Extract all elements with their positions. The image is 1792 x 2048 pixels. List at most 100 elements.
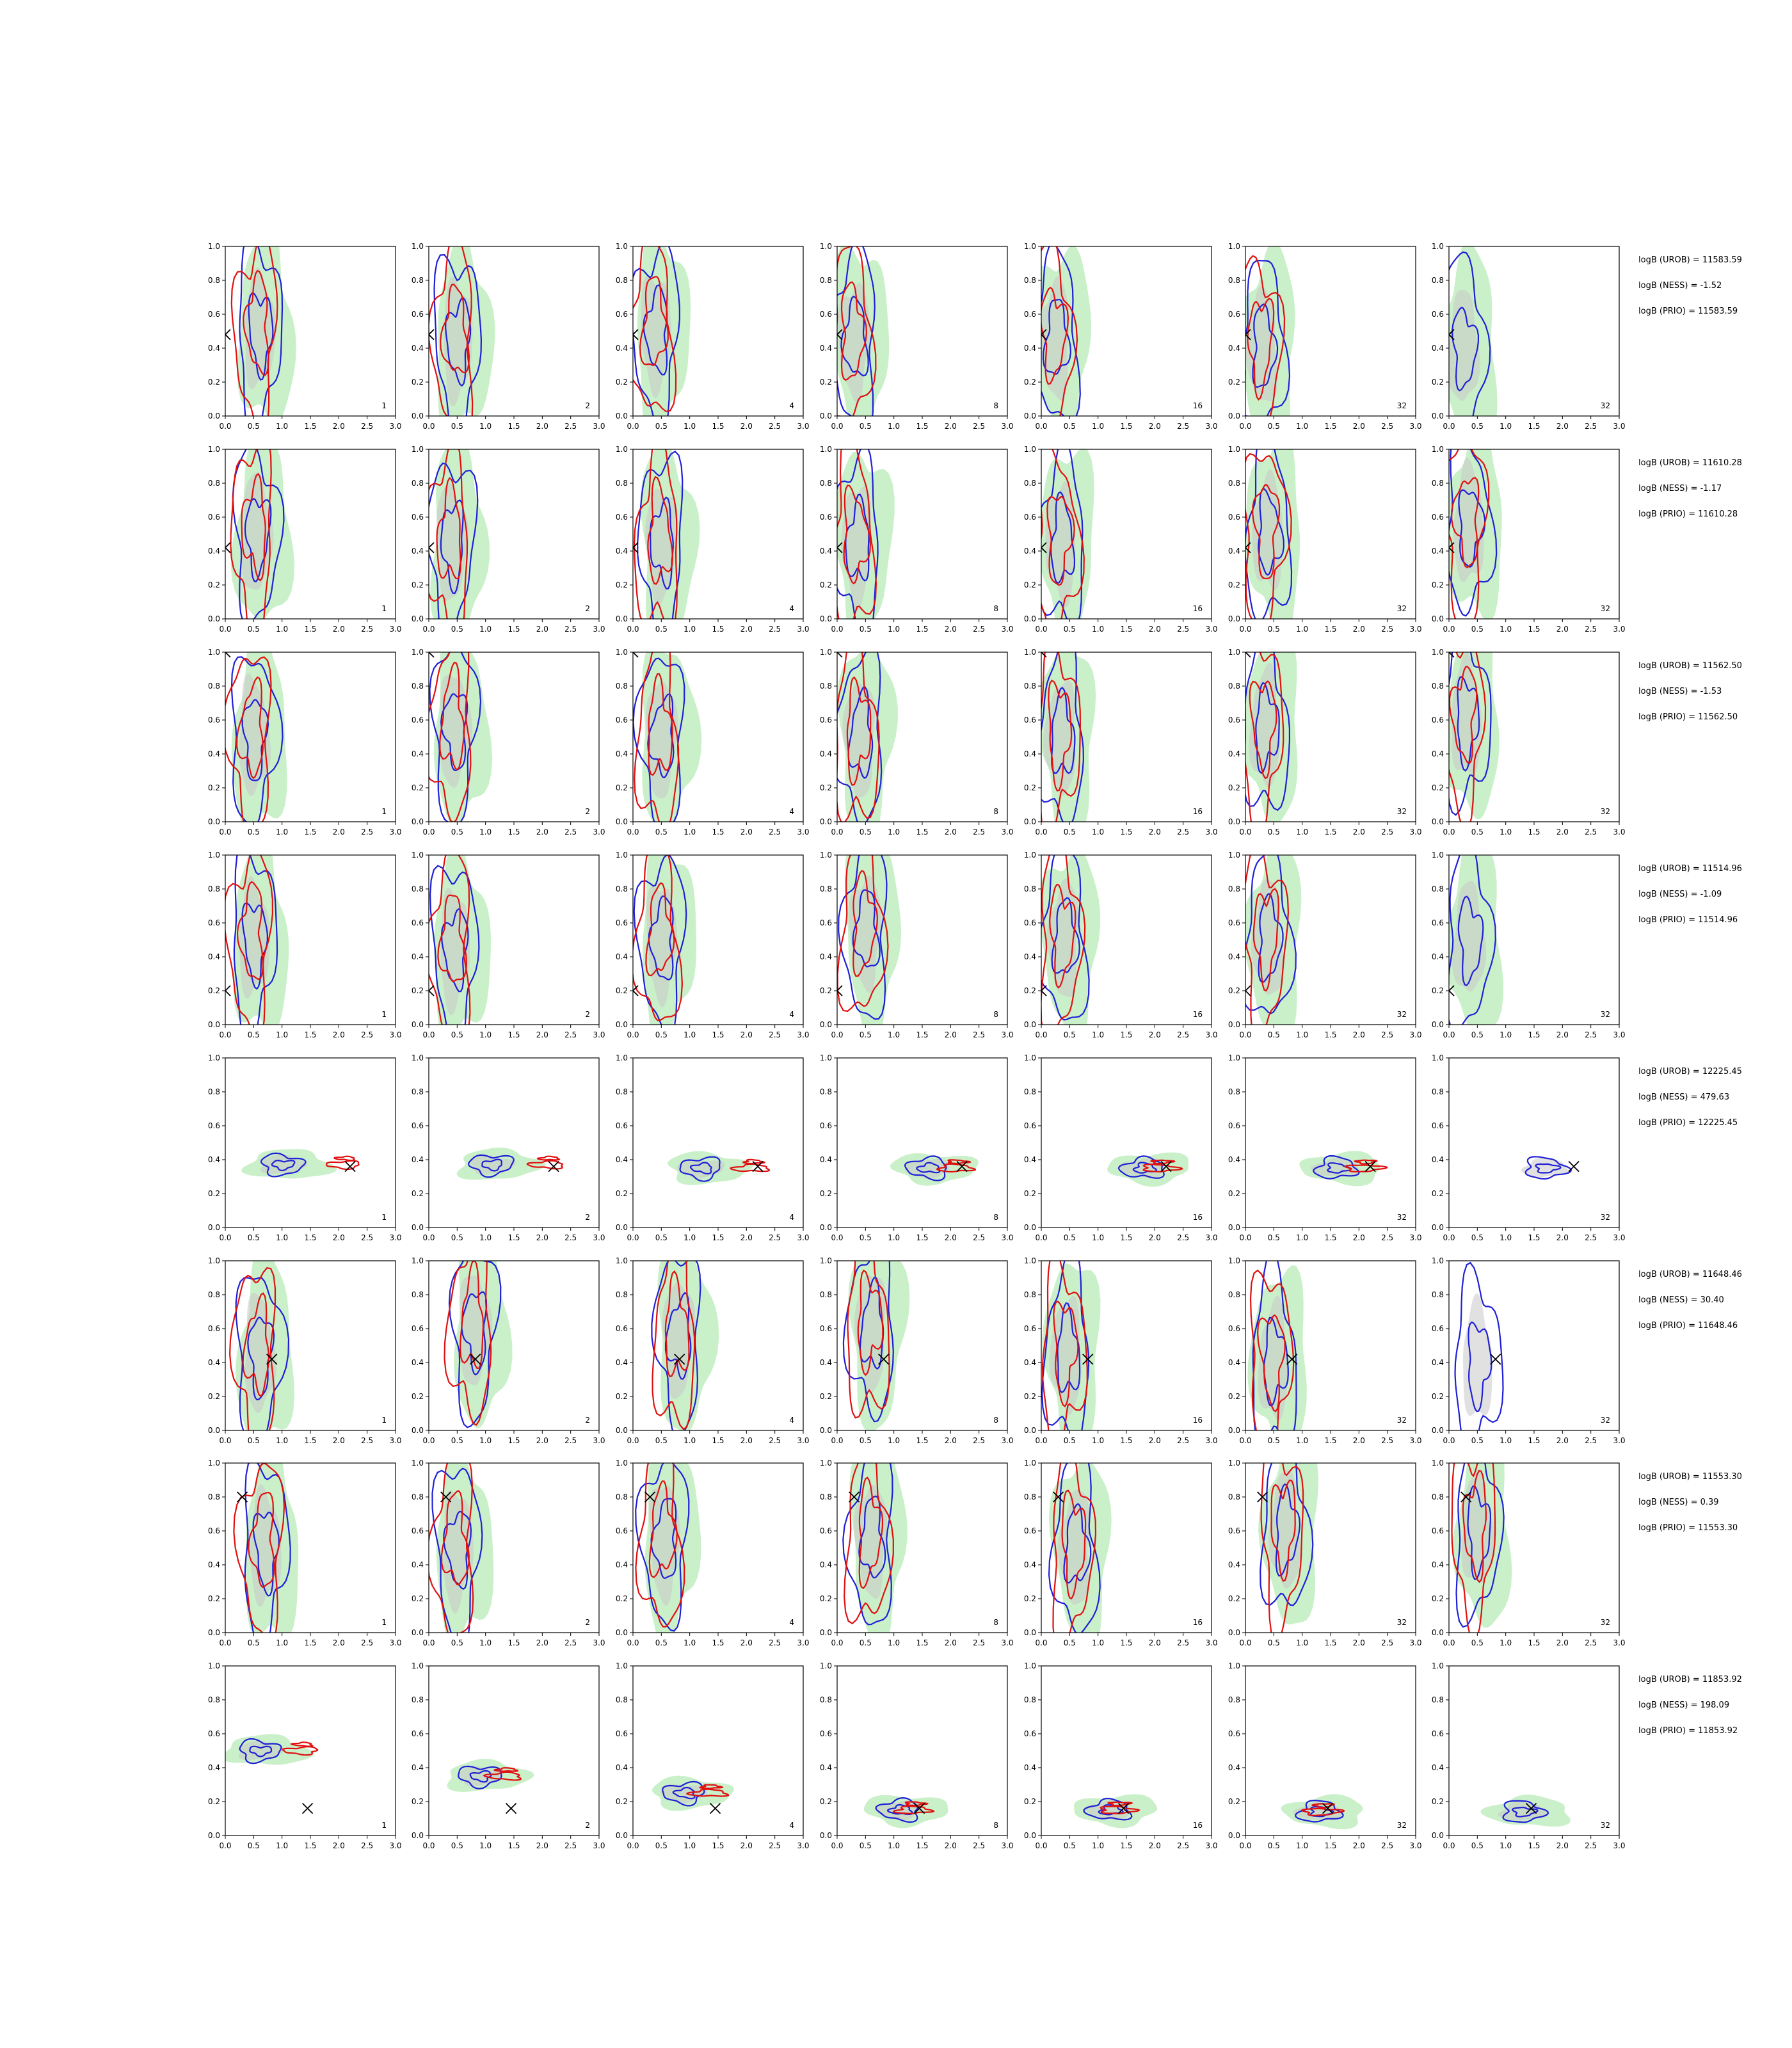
blue-contour-outer	[235, 1277, 290, 1430]
panel-label: 8	[993, 1821, 998, 1830]
true-value-marker	[429, 542, 435, 554]
x-tick-label: 3.0	[797, 828, 809, 836]
x-tick-label: 0.0	[831, 625, 843, 634]
panel-label: 2	[585, 1416, 590, 1425]
x-tick-label: 2.5	[1381, 1030, 1393, 1039]
y-tick-label: 0.0	[1024, 817, 1036, 826]
axes-frame	[428, 1260, 600, 1431]
red-contour-inner	[648, 673, 673, 776]
x-tick-label: 2.5	[769, 1841, 781, 1850]
x-tick-label: 0.0	[422, 1436, 435, 1445]
red-contour-inner	[664, 1270, 690, 1377]
true-value-marker	[837, 329, 843, 340]
y-tick-label: 0.8	[1432, 276, 1444, 285]
y-tick-label: 0.2	[412, 783, 424, 792]
y-tick-label: 1.0	[1228, 1661, 1240, 1670]
blue-contour-inner	[650, 496, 674, 590]
x-tick-label: 1.5	[304, 1638, 316, 1647]
red-contour-outer	[1300, 1807, 1345, 1816]
blue-contour-outer	[1048, 1463, 1101, 1633]
x-tick-label: 0.5	[1471, 1638, 1484, 1647]
y-tick-label: 0.4	[820, 1358, 832, 1367]
panel-r8-c6: 0.0 0.5 1.0 1.5 2.0 2.5 3.0 0.0 0.2 0.4 0.6 0.8 1.0 3…	[1228, 1661, 1422, 1850]
x-tick-label: 3.0	[797, 1638, 809, 1647]
panel-label: 8	[993, 807, 998, 816]
x-tick-label: 2.0	[333, 1436, 345, 1445]
panel-label: 16	[1193, 1010, 1203, 1019]
x-tick-label: 0.5	[860, 422, 872, 431]
axes-frame	[428, 1665, 600, 1836]
x-tick-label: 2.0	[1353, 1436, 1365, 1445]
true-value-marker	[1449, 985, 1455, 996]
x-tick-label: 3.0	[1205, 1436, 1217, 1445]
x-tick-label: 0.5	[1268, 422, 1280, 431]
panel-label: 2	[585, 604, 590, 613]
y-tick-label: 1.0	[616, 1459, 628, 1468]
x-tick-label: 1.0	[479, 1030, 492, 1039]
y-tick-label: 0.6	[1432, 716, 1444, 724]
x-tick-label: 1.5	[508, 828, 520, 836]
y-tick-label: 0.4	[1228, 1155, 1240, 1164]
red-contour-inner	[858, 1476, 884, 1589]
y-tick-label: 0.8	[208, 682, 220, 691]
x-tick-label: 0.5	[248, 625, 260, 634]
x-tick-label: 2.0	[740, 1030, 753, 1039]
blue-contour-inner	[689, 1162, 712, 1175]
panel-label: 32	[1601, 1213, 1610, 1222]
red-contour-inner	[840, 281, 868, 381]
x-tick-label: 0.5	[248, 422, 260, 431]
blue-contour-outer	[239, 246, 284, 416]
blue-contour-inner	[440, 908, 469, 993]
y-tick-label: 0.6	[1228, 1729, 1240, 1738]
blue-contour-outer	[838, 855, 888, 1020]
panel-label: 16	[1193, 1416, 1203, 1425]
blue-contour-outer	[1041, 1261, 1090, 1430]
x-tick-label: 0.5	[248, 1233, 260, 1242]
red-contour-outer	[1041, 1261, 1088, 1430]
blue-contour-outer	[1117, 1155, 1165, 1179]
y-tick-label: 0.2	[1024, 986, 1036, 995]
y-tick-label: 0.4	[208, 547, 220, 556]
x-tick-label: 2.0	[1149, 625, 1161, 634]
y-tick-label: 0.8	[412, 276, 424, 285]
grey-density	[838, 282, 870, 404]
y-tick-label: 0.0	[820, 1020, 832, 1029]
y-tick-label: 0.0	[412, 1020, 424, 1029]
red-contour-outer	[326, 1160, 360, 1171]
panel-r4-c7: 0.0 0.5 1.0 1.5 2.0 2.5 3.0 0.0 0.2 0.4 0.6 0.8 1.0 3…	[1432, 851, 1626, 1039]
x-tick-label: 2.5	[1585, 422, 1597, 431]
x-tick-label: 0.5	[1471, 625, 1484, 634]
x-tick-label: 2.5	[1381, 1638, 1393, 1647]
x-tick-label: 2.0	[536, 1841, 548, 1850]
blue-contour-outer	[875, 1796, 918, 1823]
x-tick-label: 1.0	[1500, 625, 1512, 634]
blue-contour-inner	[1468, 1321, 1492, 1412]
panel-label: 32	[1601, 807, 1610, 816]
panel-label: 8	[993, 604, 998, 613]
blue-contour-inner	[852, 889, 881, 968]
x-tick-label: 0.5	[1471, 1436, 1484, 1445]
y-tick-label: 0.0	[1432, 412, 1444, 420]
x-tick-label: 0.5	[1064, 1638, 1076, 1647]
x-tick-label: 3.0	[1205, 828, 1217, 836]
true-value-marker	[1525, 1802, 1537, 1814]
x-tick-label: 1.0	[1296, 1030, 1308, 1039]
x-tick-label: 2.0	[1353, 625, 1365, 634]
blue-contour-inner	[1063, 1503, 1092, 1584]
blue-contour-outer	[1455, 1463, 1505, 1628]
panel-r5-c4: 0.0 0.5 1.0 1.5 2.0 2.5 3.0 0.0 0.2 0.4 0.6 0.8 1.0 8	[820, 1053, 1014, 1242]
x-tick-label: 2.0	[1556, 422, 1569, 431]
y-tick-label: 0.4	[820, 749, 832, 758]
x-tick-label: 2.5	[973, 625, 985, 634]
y-tick-label: 0.0	[616, 1223, 628, 1232]
panel-r8-c4: 0.0 0.5 1.0 1.5 2.0 2.5 3.0 0.0 0.2 0.4 0.6 0.8 1.0 8	[820, 1661, 1014, 1850]
red-contour-inner	[1048, 679, 1073, 792]
x-tick-label: 1.0	[1500, 422, 1512, 431]
x-tick-label: 2.5	[1585, 1436, 1597, 1445]
score-text: logB (NESS) = -1.17	[1638, 484, 1722, 493]
x-tick-label: 1.5	[916, 625, 928, 634]
blue-contour-outer	[429, 652, 482, 822]
y-tick-label: 1.0	[1432, 445, 1444, 454]
x-tick-label: 0.0	[1443, 1233, 1455, 1242]
y-tick-label: 1.0	[1024, 1053, 1036, 1062]
